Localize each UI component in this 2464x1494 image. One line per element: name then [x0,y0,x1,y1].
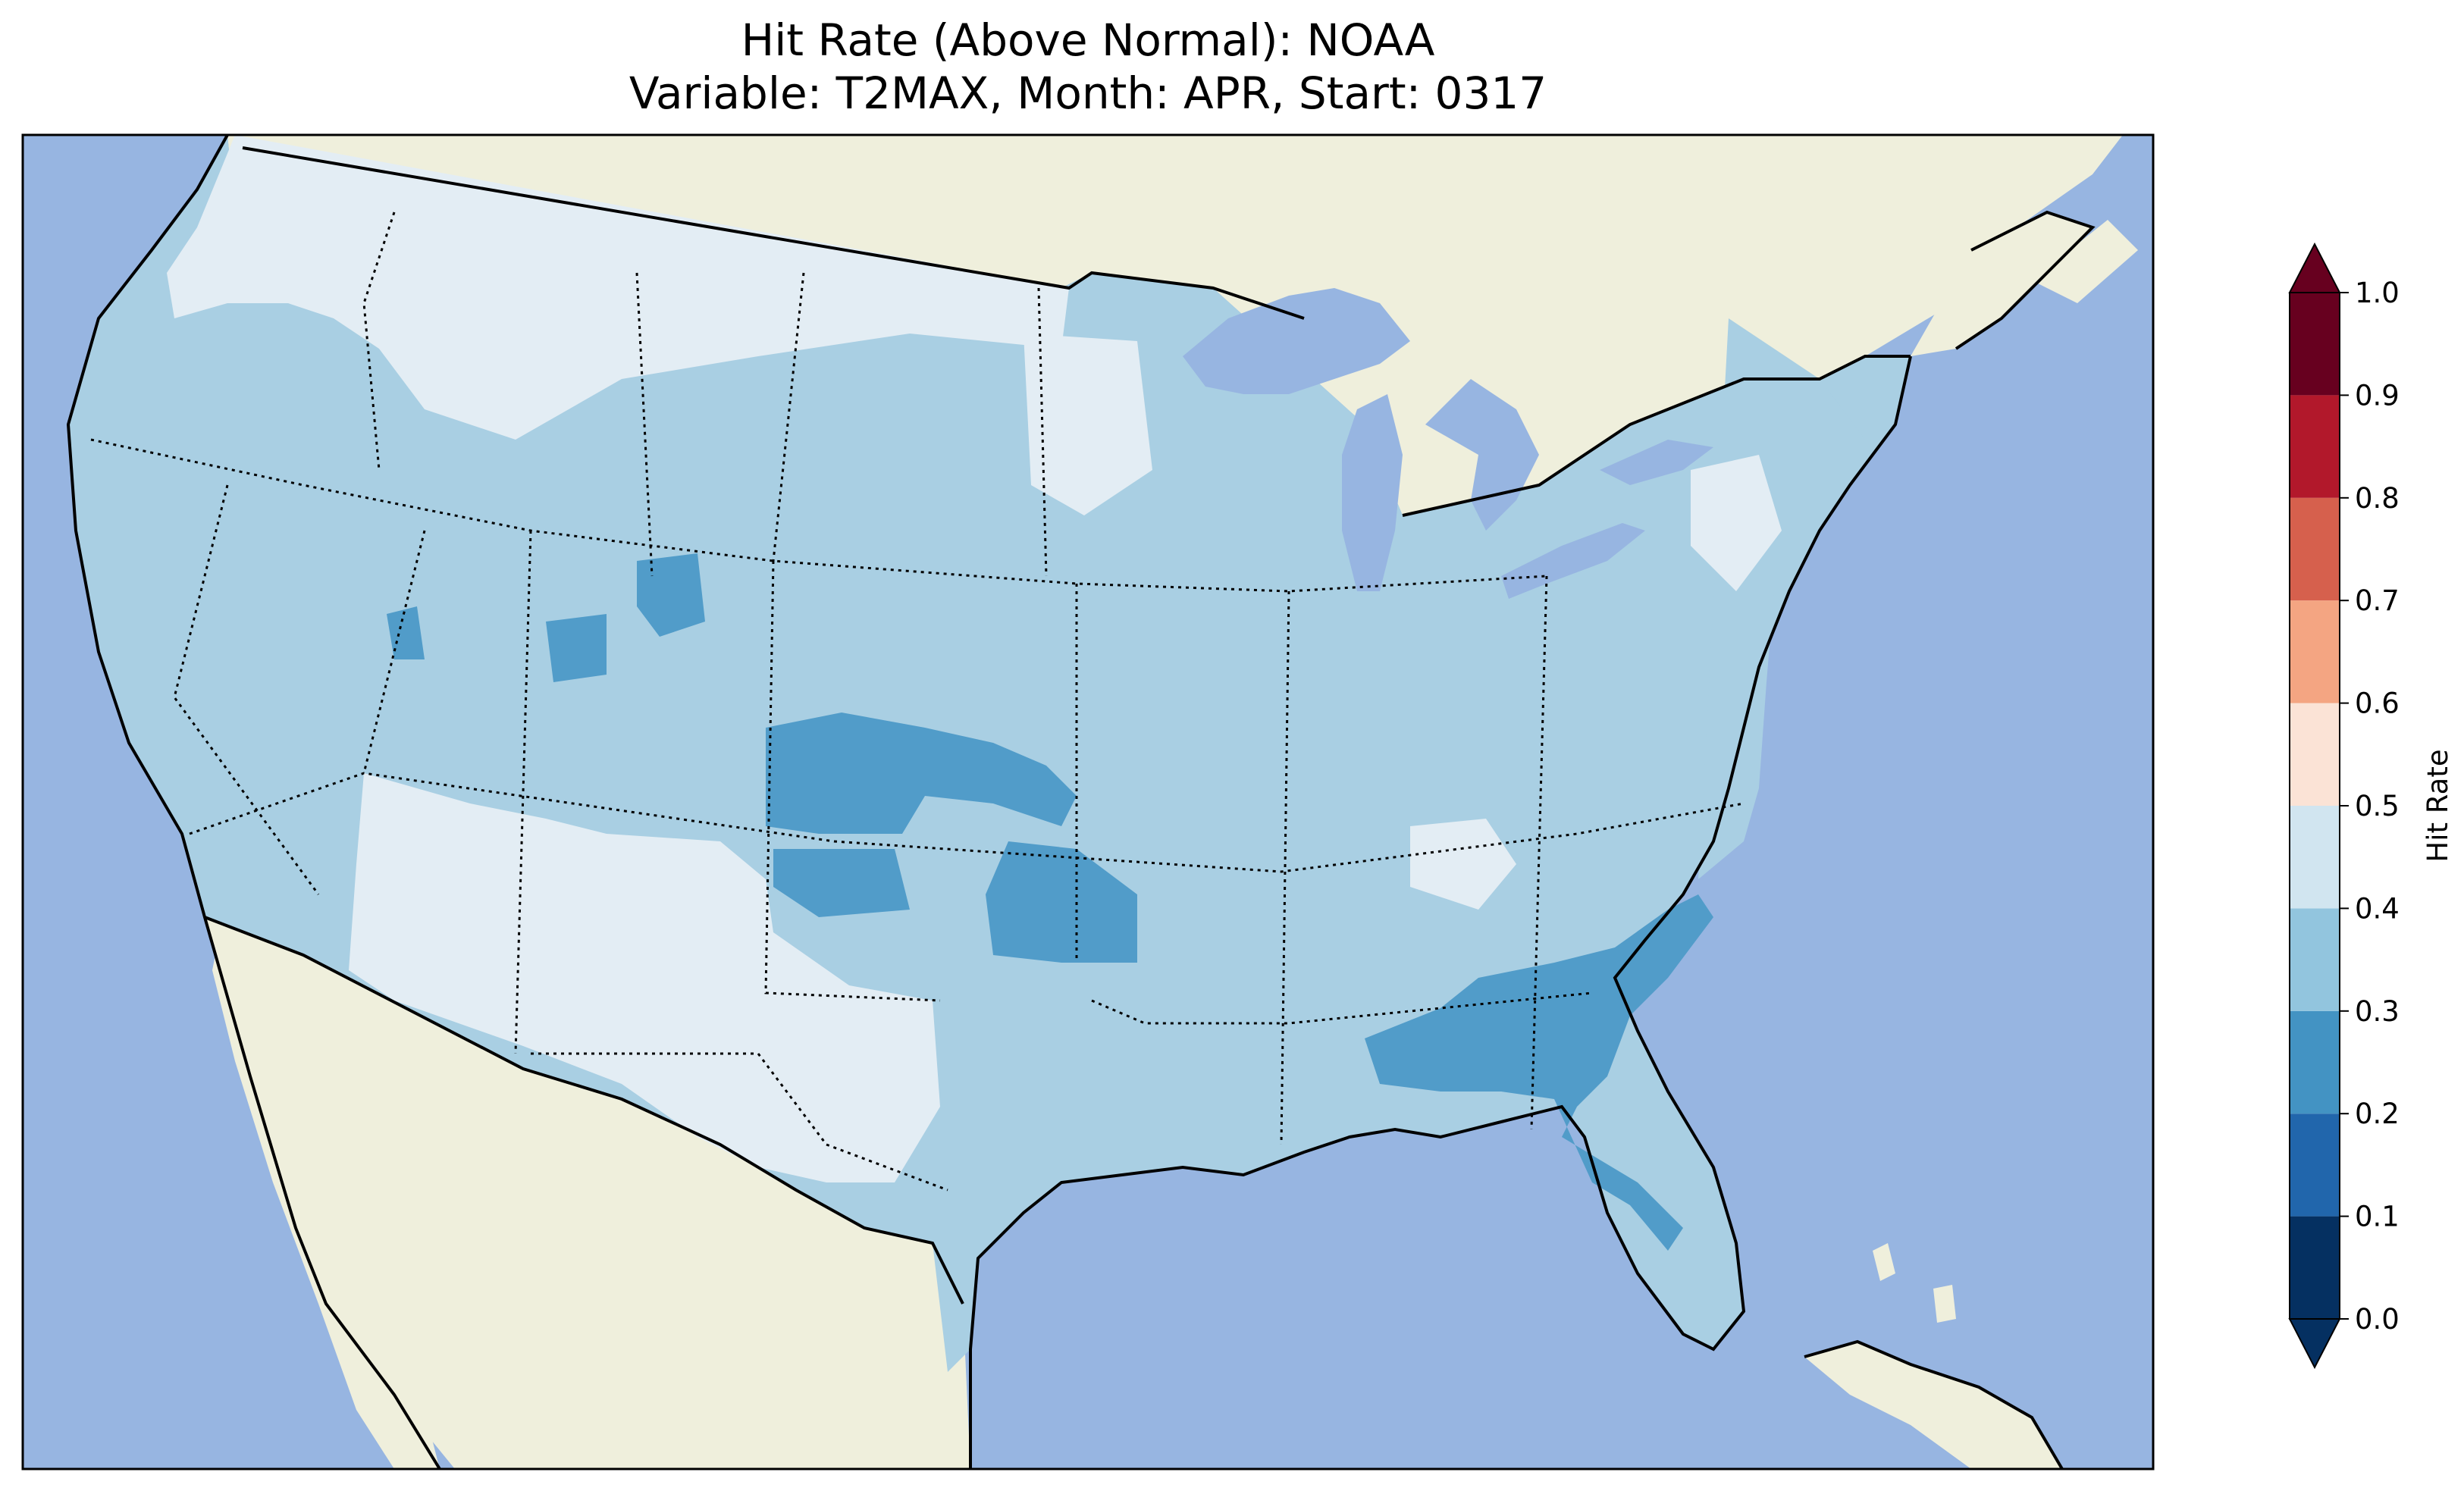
title-line-1: Hit Rate (Above Normal): NOAA [741,14,1435,66]
hit-rate-0.2-0.3-southeast [1365,894,1713,1251]
chart-title: Hit Rate (Above Normal): NOAA Variable: … [23,14,2153,120]
hit-rate-0.4-0.5-northwest [167,135,1069,440]
maritimes-land [1911,212,2093,356]
cuba-land [1804,1342,2062,1469]
national-borders [204,146,1911,1305]
hit-rate-0.4-0.5-southwest [349,773,940,1182]
hit-rate-0.2-0.3-central-plains [766,713,1077,834]
coastline [66,135,2096,1469]
great-lakes [1183,288,1713,599]
map-frame [21,133,2155,1471]
cape-breton-land [2032,220,2138,303]
baja-land [212,932,440,1469]
bahamas-land [1873,1243,1956,1323]
hit-rate-0.2-0.3-oklahoma-texas [773,841,1137,963]
hit-rate-0.4-0.5-new-england [1691,455,1782,591]
hit-rate-0.4-0.5-tennessee [1410,819,1516,910]
hit-rate-0.4-0.5-dakotas [1024,334,1152,515]
title-line-2: Variable: T2MAX, Month: APR, Start: 0317 [629,67,1547,119]
hit-rate-0.2-0.3-wyoming [387,553,705,682]
mexico-land [205,917,970,1469]
state-borders [90,211,1745,1192]
